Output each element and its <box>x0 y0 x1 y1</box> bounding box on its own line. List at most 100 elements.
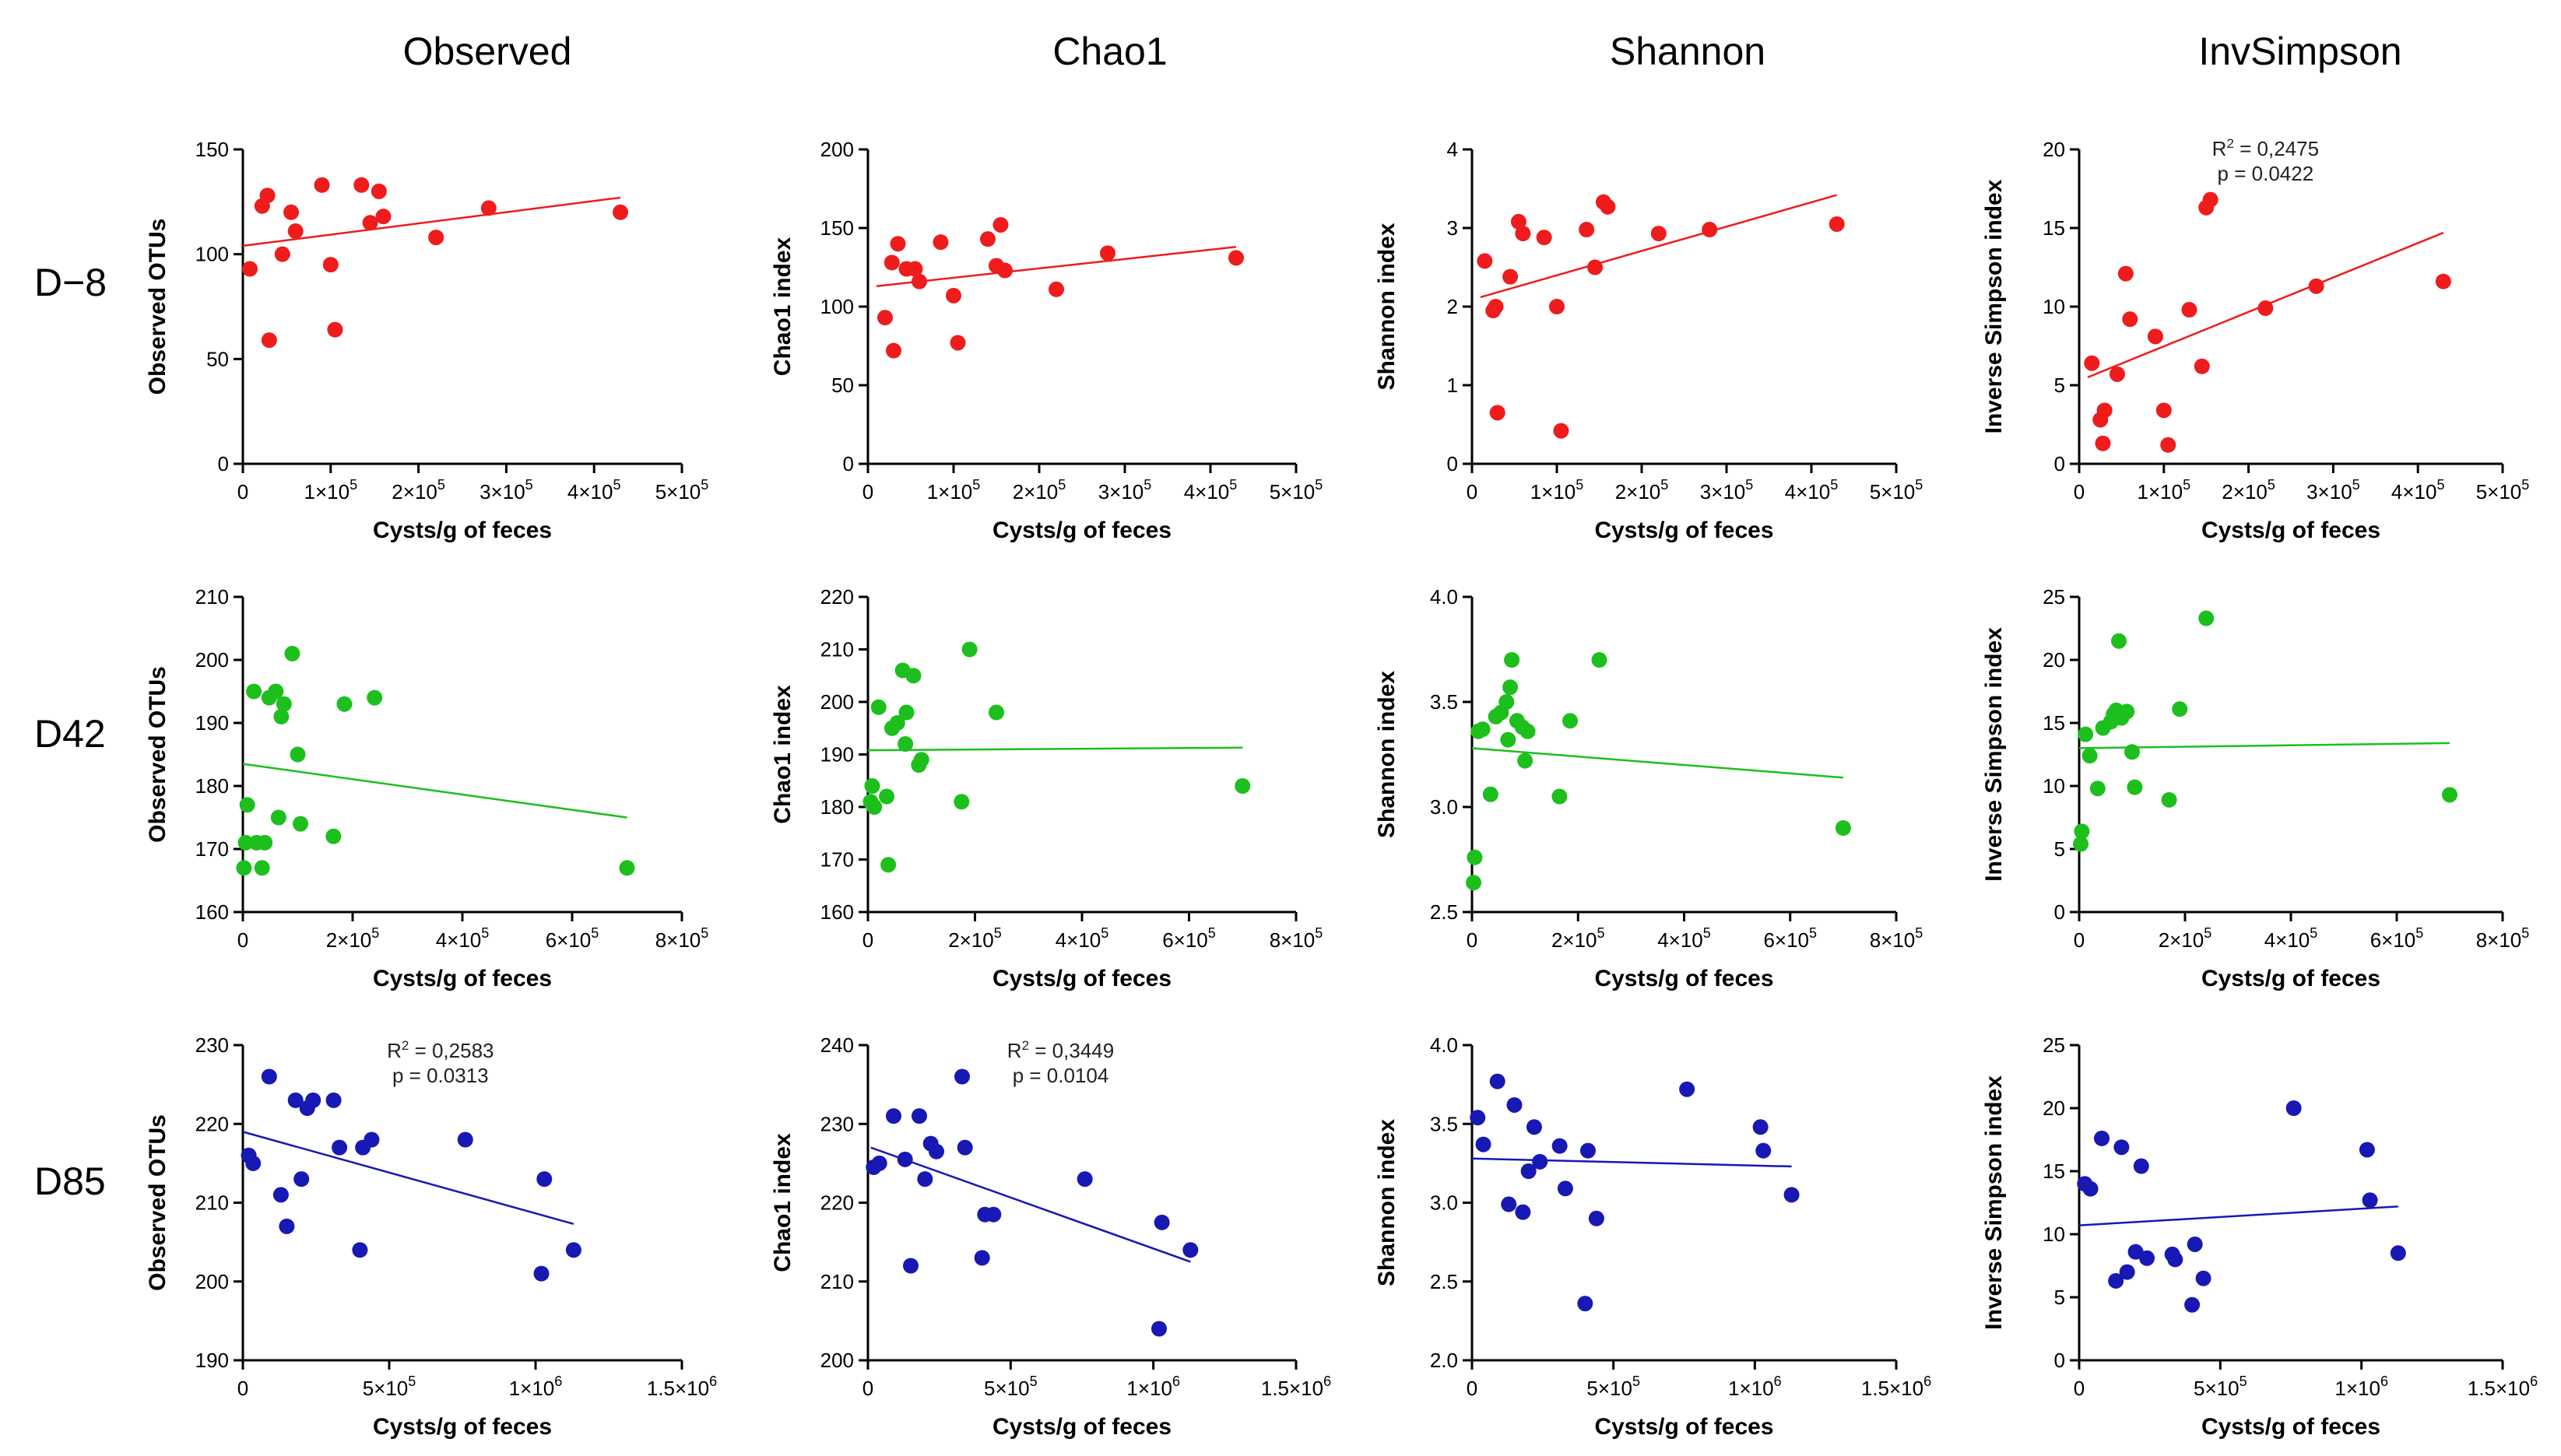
x-tick-label: 4×105 <box>567 477 621 503</box>
data-point <box>287 223 304 240</box>
x-tick-label-exponent: 5 <box>350 477 357 493</box>
x-tick-label-base: 3×10 <box>2306 480 2352 503</box>
data-point <box>2359 1142 2375 1158</box>
data-point <box>1475 1136 1491 1153</box>
data-point <box>367 689 383 706</box>
data-point <box>1553 423 1569 439</box>
r-squared-superscript: 2 <box>1022 1038 1029 1053</box>
data-point <box>1515 226 1531 242</box>
x-tick-label-base: 6×10 <box>1162 928 1208 952</box>
regression-line <box>242 196 621 247</box>
x-tick-label-base: 1×10 <box>2138 480 2183 503</box>
data-point <box>2084 355 2100 371</box>
x-tick-label-base: 0 <box>1467 928 1477 952</box>
x-tick-label-base: 2×10 <box>326 928 372 952</box>
x-tick-label: 5×105 <box>1270 477 1323 503</box>
data-point <box>1557 1181 1573 1197</box>
y-tick-label: 230 <box>820 1112 854 1135</box>
x-tick-label-base: 8×10 <box>1870 928 1916 952</box>
y-tick-label: 0 <box>218 452 229 475</box>
data-point <box>336 696 353 712</box>
y-tick-label: 200 <box>820 690 854 714</box>
data-point <box>886 342 901 359</box>
x-axis-label: Cysts/g of feces <box>2201 1414 2380 1440</box>
data-point <box>1466 875 1482 891</box>
x-tick-label-base: 8×10 <box>2476 928 2522 952</box>
data-point <box>1100 245 1115 261</box>
x-tick-label-base: 1.5×10 <box>2468 1377 2530 1400</box>
x-tick-label: 8×105 <box>1270 925 1323 952</box>
data-point <box>1488 299 1504 314</box>
x-tick-label-base: 1×10 <box>509 1377 555 1400</box>
data-point <box>864 778 880 794</box>
y-tick-label: 2.0 <box>1430 1349 1458 1372</box>
data-point <box>533 1265 550 1282</box>
x-tick-label-base: 3×10 <box>1700 480 1746 503</box>
x-tick-label-base: 4×10 <box>1184 480 1230 503</box>
y-axis-label: Inverse Simpson index <box>1981 179 2007 433</box>
x-tick-label: 8×105 <box>1870 925 1923 952</box>
x-tick-label-base: 8×10 <box>1270 928 1316 952</box>
x-axis-label: Cysts/g of feces <box>2201 517 2380 543</box>
data-point <box>293 1171 310 1188</box>
x-tick-label-base: 0 <box>2074 1377 2085 1400</box>
x-tick-label-exponent: 5 <box>1576 477 1583 493</box>
data-point <box>457 1131 473 1148</box>
data-point <box>1517 753 1533 769</box>
data-point <box>1702 222 1718 238</box>
y-tick-label: 10 <box>2043 295 2065 318</box>
y-tick-label: 5 <box>2054 1286 2065 1309</box>
x-tick-label-base: 4×10 <box>1657 928 1703 952</box>
x-tick-label: 6×105 <box>2370 925 2424 952</box>
data-point <box>2155 402 2172 419</box>
data-point <box>2133 1158 2149 1174</box>
y-tick-label: 210 <box>820 1270 854 1293</box>
x-tick-label-base: 5×10 <box>2194 1377 2240 1400</box>
x-tick-label: 2×105 <box>1013 477 1066 503</box>
x-tick-label-base: 0 <box>2074 928 2085 952</box>
row-label-d-8: D−8 <box>34 261 107 304</box>
y-axis-label: Inverse Simpson index <box>1981 1075 2007 1330</box>
row-label-d85: D85 <box>34 1160 106 1203</box>
x-tick-label-base: 6×10 <box>1763 928 1809 952</box>
data-point <box>1587 259 1604 275</box>
data-point <box>1502 268 1519 285</box>
x-tick-label-base: 5×10 <box>984 1377 1030 1400</box>
data-point <box>613 204 629 220</box>
r-squared-superscript: 2 <box>2226 136 2233 151</box>
x-tick-label-base: 2×10 <box>1615 480 1661 503</box>
y-tick-label: 200 <box>820 138 854 161</box>
x-tick-label-exponent: 5 <box>2268 477 2275 493</box>
data-point <box>961 641 978 658</box>
x-tick-label: 0 <box>1467 928 1477 952</box>
data-point <box>1562 713 1579 729</box>
data-point <box>2181 302 2197 318</box>
data-point <box>877 310 893 326</box>
x-tick-label-base: 5×10 <box>2476 480 2522 503</box>
y-tick-label: 100 <box>820 295 854 318</box>
data-point <box>2390 1245 2406 1261</box>
data-point <box>2147 328 2163 345</box>
data-point <box>1835 820 1851 836</box>
x-tick-label: 1×105 <box>304 477 358 503</box>
x-tick-label-exponent: 5 <box>1660 477 1668 493</box>
data-point <box>1588 1210 1604 1226</box>
data-point <box>1182 1242 1199 1258</box>
x-tick-label: 4×105 <box>2391 477 2445 503</box>
data-point <box>912 1108 927 1124</box>
r-squared-value: = 0,3449 <box>1029 1039 1114 1062</box>
data-point <box>903 1258 919 1274</box>
y-tick-label: 25 <box>2043 585 2065 609</box>
y-axis-label: Chao1 index <box>770 237 796 376</box>
regression-line <box>2078 742 2450 749</box>
x-tick-label-exponent: 5 <box>2521 477 2529 493</box>
x-tick-label-base: 1×10 <box>927 480 973 503</box>
x-tick-label-exponent: 5 <box>1632 1374 1640 1389</box>
data-point <box>261 1068 277 1085</box>
x-tick-label: 4×105 <box>2264 925 2318 952</box>
y-tick-label: 2.5 <box>1430 1270 1458 1293</box>
